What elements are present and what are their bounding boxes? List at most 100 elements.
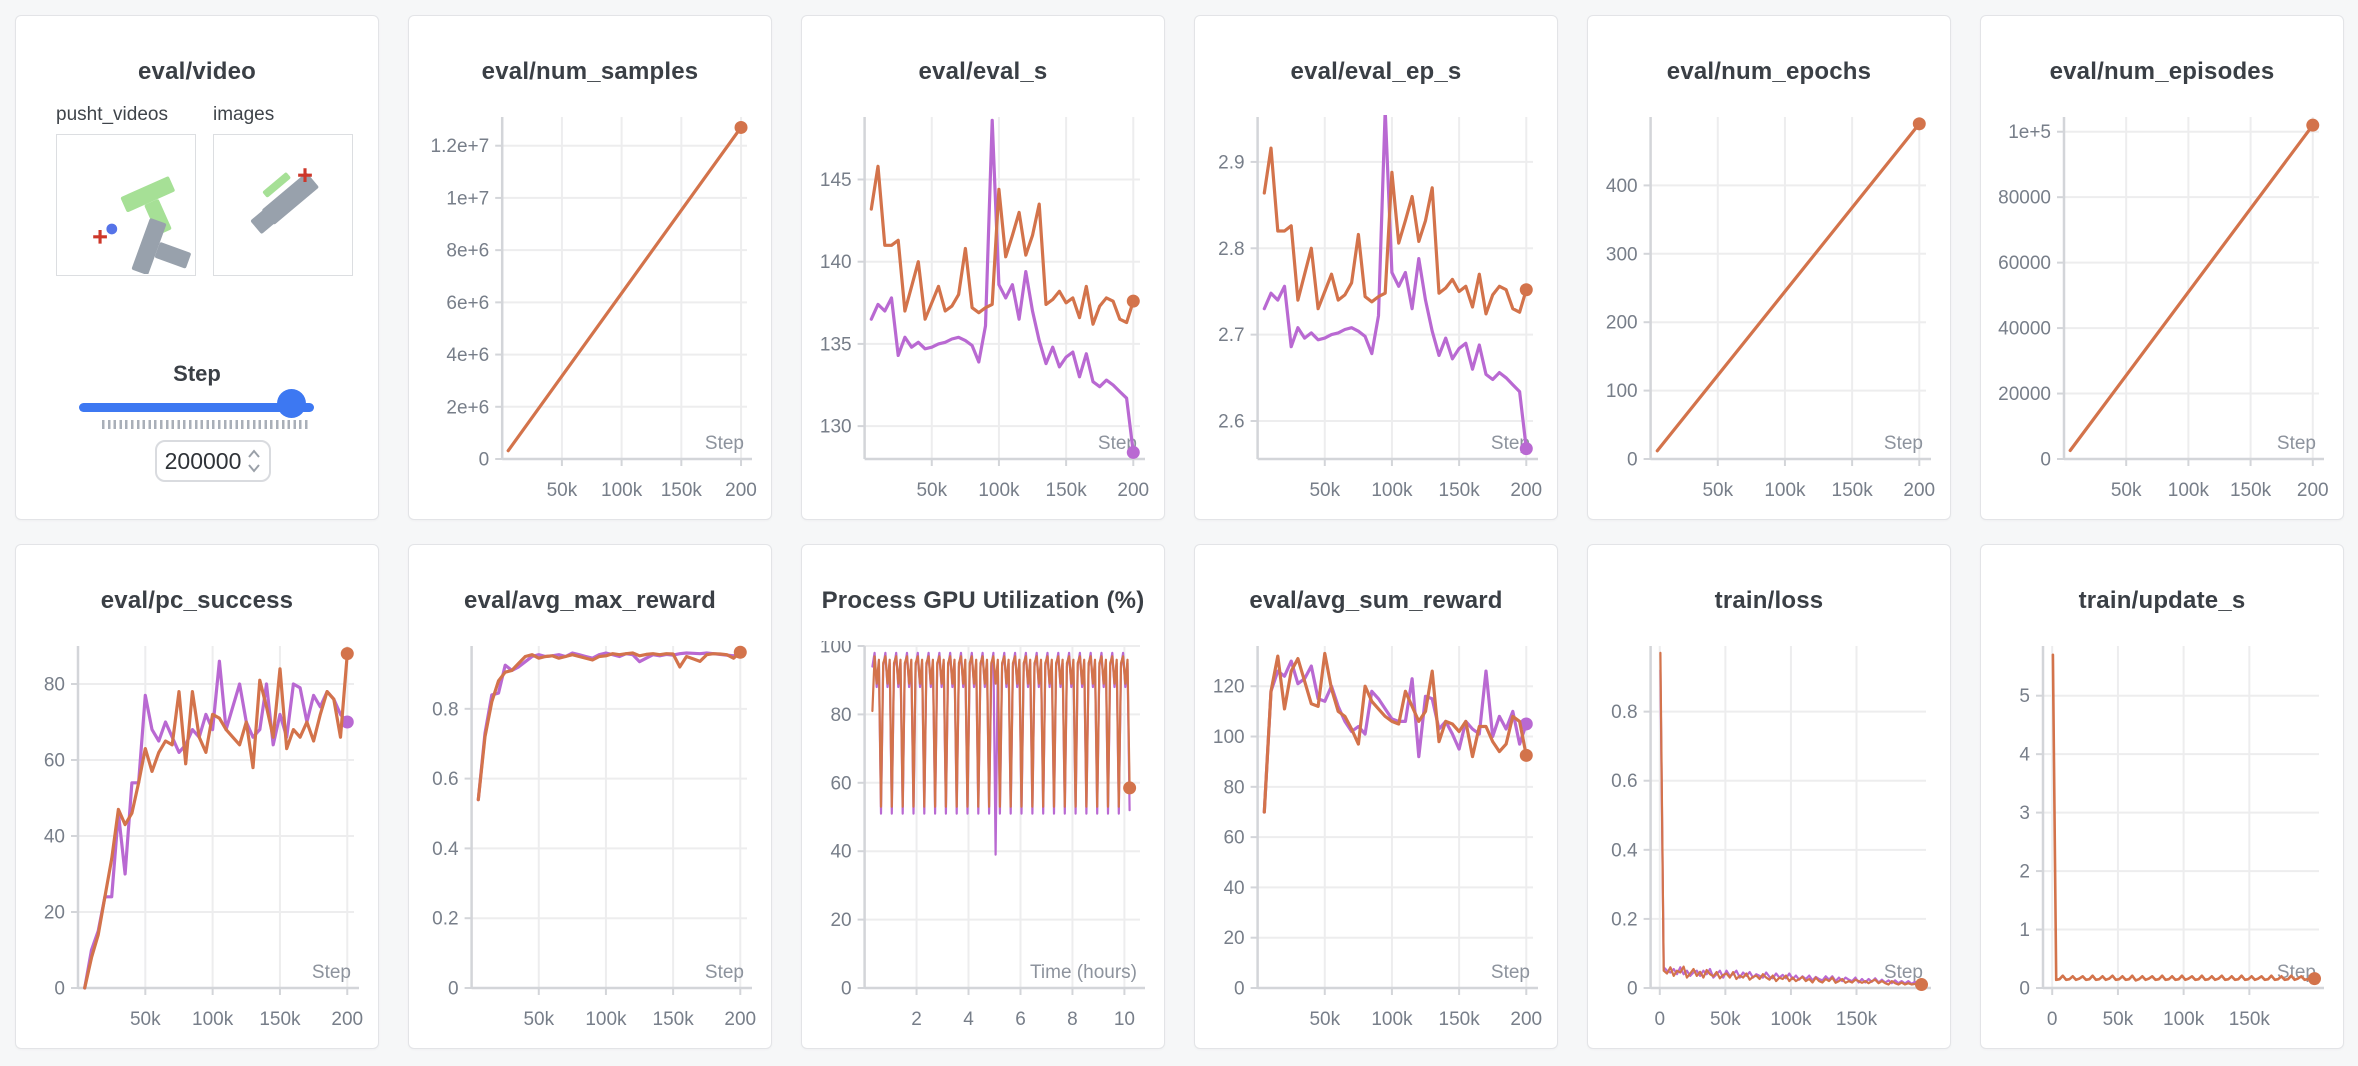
svg-text:0: 0 [479, 450, 490, 471]
svg-text:0: 0 [1234, 979, 1245, 1000]
svg-text:200: 200 [1117, 480, 1149, 501]
step-slider[interactable] [79, 403, 314, 412]
svg-text:50k: 50k [547, 480, 578, 501]
chart-plot: 50k 100k 150k 200 0 20 40 60 80 Step [44, 646, 363, 1030]
svg-text:100: 100 [1606, 381, 1638, 402]
chart-title: eval/eval_s [918, 58, 1048, 85]
svg-text:2.7: 2.7 [1218, 325, 1244, 346]
svg-text:50k: 50k [1309, 1009, 1340, 1030]
svg-text:60: 60 [830, 773, 851, 794]
svg-text:6e+6: 6e+6 [446, 293, 489, 314]
svg-text:100k: 100k [1770, 1009, 1812, 1030]
svg-text:0: 0 [2047, 1009, 2058, 1030]
svg-text:50k: 50k [130, 1009, 161, 1030]
svg-text:0: 0 [2040, 450, 2051, 471]
svg-text:130: 130 [820, 417, 852, 438]
svg-text:150k: 150k [1832, 480, 1874, 501]
video-panel[interactable]: eval/video pusht_videos images [15, 15, 379, 520]
svg-text:3: 3 [2019, 803, 2030, 824]
svg-text:140: 140 [820, 252, 852, 273]
chart-title: eval/num_epochs [1666, 58, 1872, 85]
step-value: 200000 [164, 447, 242, 474]
svg-text:2.8: 2.8 [1218, 239, 1244, 260]
svg-text:0: 0 [448, 979, 459, 1000]
spinner-up-icon[interactable] [248, 449, 261, 458]
chart-panel-eval-num_epochs[interactable]: eval/num_epochs 50k 100k 150k 200 0 100 200 300 4… [1587, 15, 1951, 520]
chart-panel-eval-eval_s[interactable]: eval/eval_s 50k 100k 150k 200 130 135 140 145 Ste… [801, 15, 1165, 520]
svg-text:1e+7: 1e+7 [446, 188, 489, 209]
svg-text:Step: Step [1884, 962, 1923, 983]
chart-plot: 0 50k 100k 150k 0 0.2 0.4 0.6 0.8 Step [1611, 646, 1931, 1030]
chart-title: train/update_s [2078, 587, 2246, 614]
target-cross-icon [298, 168, 312, 182]
svg-text:200: 200 [1510, 480, 1542, 501]
svg-text:100k: 100k [2163, 1009, 2205, 1030]
chart-panel-train-update_s[interactable]: train/update_s 0 50k 100k 150k 0 1 2 3 4 5 Step [1980, 544, 2344, 1049]
chart-panel-eval-num_samples[interactable]: eval/num_samples 50k 100k 150k 200 0 2e+6 4e+6 6… [408, 15, 772, 520]
spinner-down-icon[interactable] [248, 464, 261, 473]
svg-text:0.8: 0.8 [432, 699, 458, 720]
agent-dot [106, 223, 118, 235]
chart-title: train/loss [1714, 587, 1824, 614]
svg-text:2.6: 2.6 [1218, 412, 1244, 433]
svg-text:5: 5 [2019, 686, 2030, 707]
svg-text:0.8: 0.8 [1611, 702, 1637, 723]
target-cross-icon [93, 229, 107, 244]
chart-panel-process-gpu-utilization[interactable]: Process GPU Utilization (%) 2 4 6 8 10 0 20 40 60… [801, 544, 1165, 1049]
chart-panel-eval-pc_success[interactable]: eval/pc_success 50k 100k 150k 200 0 20 40 60 80 St… [15, 544, 379, 1049]
svg-text:200: 200 [1606, 313, 1638, 334]
svg-text:150k: 150k [259, 1009, 301, 1030]
svg-text:100k: 100k [1371, 480, 1413, 501]
svg-text:50k: 50k [523, 1009, 554, 1030]
svg-text:80: 80 [44, 675, 65, 696]
svg-text:100k: 100k [585, 1009, 627, 1030]
svg-text:100k: 100k [2168, 480, 2210, 501]
svg-text:200: 200 [725, 480, 757, 501]
chart-panel-eval-num_episodes[interactable]: eval/num_episodes 50k 100k 150k 200 0 20000 400… [1980, 15, 2344, 520]
chart-plot: 0 50k 100k 150k 0 1 2 3 4 5 Step [2019, 646, 2324, 1030]
svg-text:150k: 150k [1439, 1009, 1481, 1030]
svg-text:Step: Step [705, 433, 744, 454]
svg-text:0.4: 0.4 [432, 839, 459, 860]
chart-title: Process GPU Utilization (%) [821, 587, 1145, 614]
video-panel-title: eval/video [137, 58, 257, 85]
chart-panel-eval-eval_ep_s[interactable]: eval/eval_ep_s 50k 100k 150k 200 2.6 2.7 2.8 2.9… [1194, 15, 1558, 520]
svg-text:50k: 50k [916, 480, 947, 501]
chart-panel-eval-avg_max_reward[interactable]: eval/avg_max_reward 50k 100k 150k 200 0 0.2 0.4… [408, 544, 772, 1049]
video-thumbnail-pusht[interactable] [56, 134, 196, 276]
chart-plot: 50k 100k 150k 200 0 0.2 0.4 0.6 0.8 Step [432, 645, 756, 1030]
video-thumbnail-images[interactable] [213, 134, 353, 276]
svg-text:20000: 20000 [1998, 384, 2051, 405]
chart-panel-eval-avg_sum_reward[interactable]: eval/avg_sum_reward 50k 100k 150k 200 0 20 40 60… [1194, 544, 1558, 1049]
video-caption-images: images [213, 104, 275, 125]
svg-text:100k: 100k [1764, 480, 1806, 501]
svg-text:50k: 50k [1710, 1009, 1741, 1030]
svg-text:2: 2 [2019, 862, 2030, 883]
svg-text:100k: 100k [192, 1009, 234, 1030]
svg-text:10: 10 [1114, 1009, 1135, 1030]
chart-title: eval/num_samples [481, 58, 699, 85]
pusht-gray-t-shape [131, 218, 191, 275]
images-scene [250, 168, 319, 234]
svg-text:60: 60 [1223, 828, 1244, 849]
pusht-scene [93, 176, 191, 275]
svg-text:4: 4 [963, 1009, 974, 1030]
svg-text:0: 0 [2019, 979, 2030, 1000]
svg-text:0: 0 [1654, 1009, 1665, 1030]
video-caption-pusht: pusht_videos [56, 104, 168, 125]
svg-text:1: 1 [2019, 920, 2030, 941]
chart-title: eval/eval_ep_s [1290, 58, 1462, 85]
spinner-icons[interactable] [247, 448, 261, 474]
step-value-input[interactable]: 200000 [155, 440, 271, 482]
svg-text:8: 8 [1067, 1009, 1078, 1030]
svg-text:150k: 150k [2229, 1009, 2271, 1030]
svg-text:200: 200 [724, 1009, 756, 1030]
svg-text:150k: 150k [1439, 480, 1481, 501]
chart-title: eval/pc_success [100, 587, 294, 614]
svg-text:1.2e+7: 1.2e+7 [431, 136, 490, 157]
step-slider-thumb[interactable] [277, 389, 306, 418]
svg-text:145: 145 [820, 170, 852, 191]
svg-text:40: 40 [44, 827, 65, 848]
chart-panel-train-loss[interactable]: train/loss 0 50k 100k 150k 0 0.2 0.4 0.6 0.8 Step [1587, 544, 1951, 1049]
